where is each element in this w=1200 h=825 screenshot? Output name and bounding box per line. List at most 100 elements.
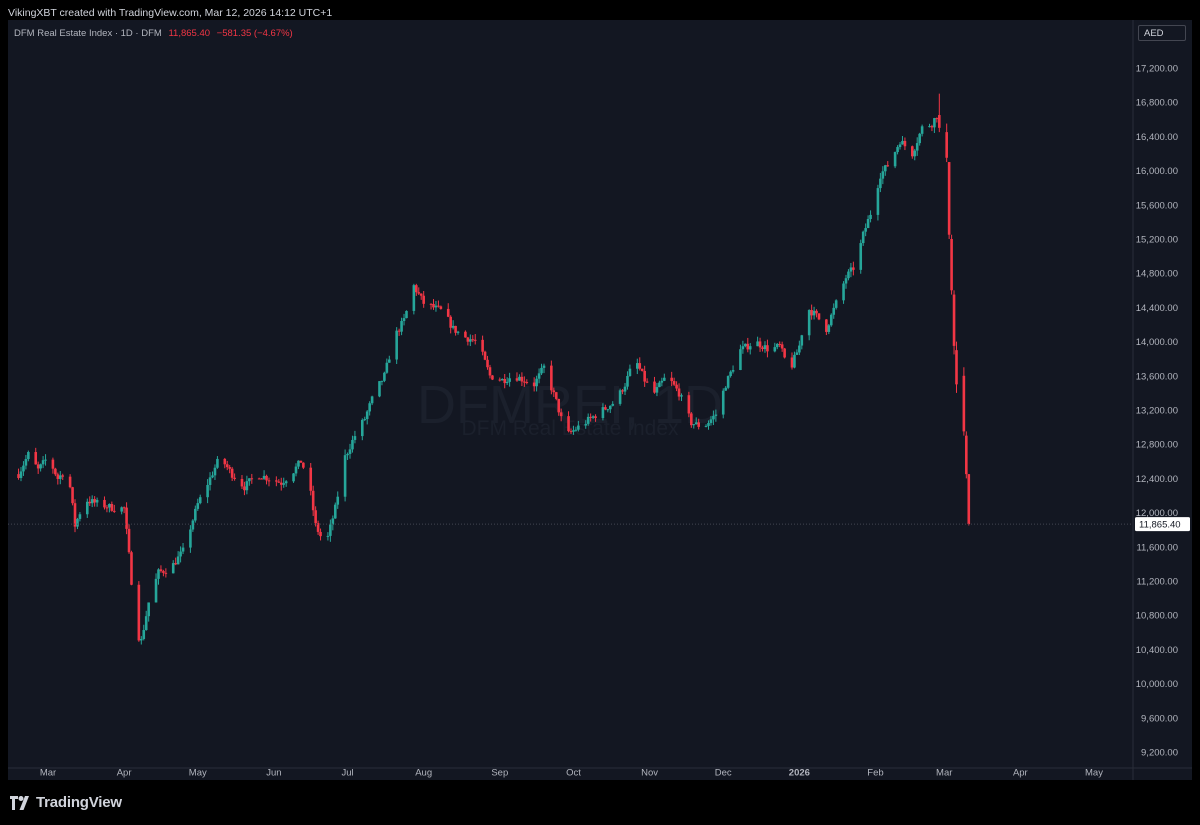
candle-body (314, 510, 317, 524)
candle-body (589, 416, 592, 418)
candle-body (383, 372, 386, 381)
candle-body (262, 475, 266, 479)
price-tick-label: 9,200.00 (1141, 748, 1178, 759)
candlestick-chart[interactable]: DFMREI, 1D DFM Real Estate Index 17,200.… (8, 20, 1192, 780)
chart-area[interactable] (8, 20, 1192, 780)
candle-body (233, 477, 236, 479)
candle-body (712, 415, 715, 420)
candle-body (928, 126, 931, 128)
candle-body (429, 303, 433, 305)
last-price-tag: 11,865.40 (1135, 517, 1190, 532)
candle-body (343, 455, 347, 497)
price-tick-label: 17,200.00 (1136, 64, 1178, 75)
candle-body (623, 386, 627, 392)
candle-body (491, 375, 494, 380)
price-tick-label: 12,400.00 (1136, 474, 1178, 485)
candle-body (319, 531, 322, 537)
candle-body (176, 556, 180, 565)
candle-body (311, 490, 315, 511)
candle-body (645, 381, 649, 383)
candle-body (780, 344, 784, 349)
candle-body (105, 507, 109, 509)
watermark-name: DFM Real Estate Index (461, 417, 679, 440)
candle-body (756, 341, 759, 347)
candle-body (852, 267, 855, 270)
candle-body (640, 368, 644, 371)
time-axis[interactable]: Mar Apr May Jun Jul Aug Sep Oct Nov Dec 2026 Feb Mar… (8, 767, 1192, 779)
candle-body (267, 480, 271, 482)
candle-body (415, 285, 418, 293)
candle-body (557, 398, 561, 413)
candle-body (127, 528, 131, 553)
tradingview-wordmark: TradingView (36, 794, 122, 811)
candle-body (881, 171, 885, 179)
price-tick-label: 9,600.00 (1141, 713, 1178, 724)
candle-body (542, 365, 546, 368)
candle-body (385, 362, 389, 373)
symbol-legend[interactable]: DFM Real Estate Index · 1D · DFM 11,865.… (14, 28, 293, 39)
time-tick-label: Aug (415, 768, 432, 779)
candle-body (44, 459, 47, 461)
candle-body (675, 384, 678, 389)
candle-body (660, 380, 664, 383)
candle-body (569, 431, 573, 433)
candles-layer (17, 93, 971, 645)
candle-body (147, 602, 150, 617)
candle-body (265, 475, 268, 481)
candle-body (93, 499, 96, 503)
price-tick-label: 16,800.00 (1136, 98, 1178, 109)
candle-body (825, 319, 828, 332)
candle-body (694, 422, 698, 425)
candle-body (817, 313, 821, 320)
candle-body (935, 118, 939, 120)
candle-body (211, 475, 214, 478)
candle-body (402, 318, 406, 321)
time-tick-label: Dec (715, 768, 732, 779)
candle-body (471, 339, 475, 341)
candle-body (795, 352, 799, 355)
candle-body (397, 330, 401, 332)
candle-body (240, 478, 244, 487)
candle-body (353, 436, 357, 440)
price-axis[interactable]: 17,200.00 16,800.00 16,400.00 16,000.00 15,6… (1132, 20, 1178, 780)
candle-body (815, 310, 818, 314)
time-tick-label: Mar (40, 768, 56, 779)
candle-body (171, 563, 175, 574)
candle-body (333, 504, 337, 519)
candle-body (162, 571, 165, 573)
candle-body (920, 126, 924, 134)
currency-button[interactable]: AED (1138, 25, 1186, 41)
candle-body (898, 144, 902, 148)
candle-body (95, 499, 99, 503)
candle-body (832, 307, 836, 315)
candle-body (439, 306, 443, 309)
candle-body (282, 483, 286, 485)
candle-body (481, 339, 484, 352)
candle-body (157, 569, 160, 579)
candle-body (709, 419, 713, 423)
candle-body (950, 239, 953, 291)
candle-body (456, 331, 460, 333)
candle-body (257, 478, 261, 480)
price-tick-label: 14,000.00 (1136, 337, 1178, 348)
candle-body (174, 563, 177, 565)
candle-body (913, 150, 917, 157)
candle-body (812, 310, 816, 316)
candle-body (90, 499, 94, 504)
tradingview-logo[interactable]: TradingView (10, 794, 122, 811)
candle-body (807, 310, 811, 336)
candle-body (842, 283, 845, 301)
candle-body (523, 381, 526, 383)
candle-body (329, 524, 332, 536)
candle-body (189, 529, 192, 548)
time-tick-label: Feb (867, 768, 883, 779)
time-tick-label: Mar (936, 768, 952, 779)
candle-body (726, 376, 730, 388)
candle-body (608, 405, 612, 410)
candle-body (302, 462, 305, 468)
candle-body (419, 293, 423, 296)
candle-body (196, 503, 200, 509)
candle-body (744, 343, 747, 347)
candle-body (704, 425, 708, 427)
price-tick-label: 10,000.00 (1136, 679, 1178, 690)
